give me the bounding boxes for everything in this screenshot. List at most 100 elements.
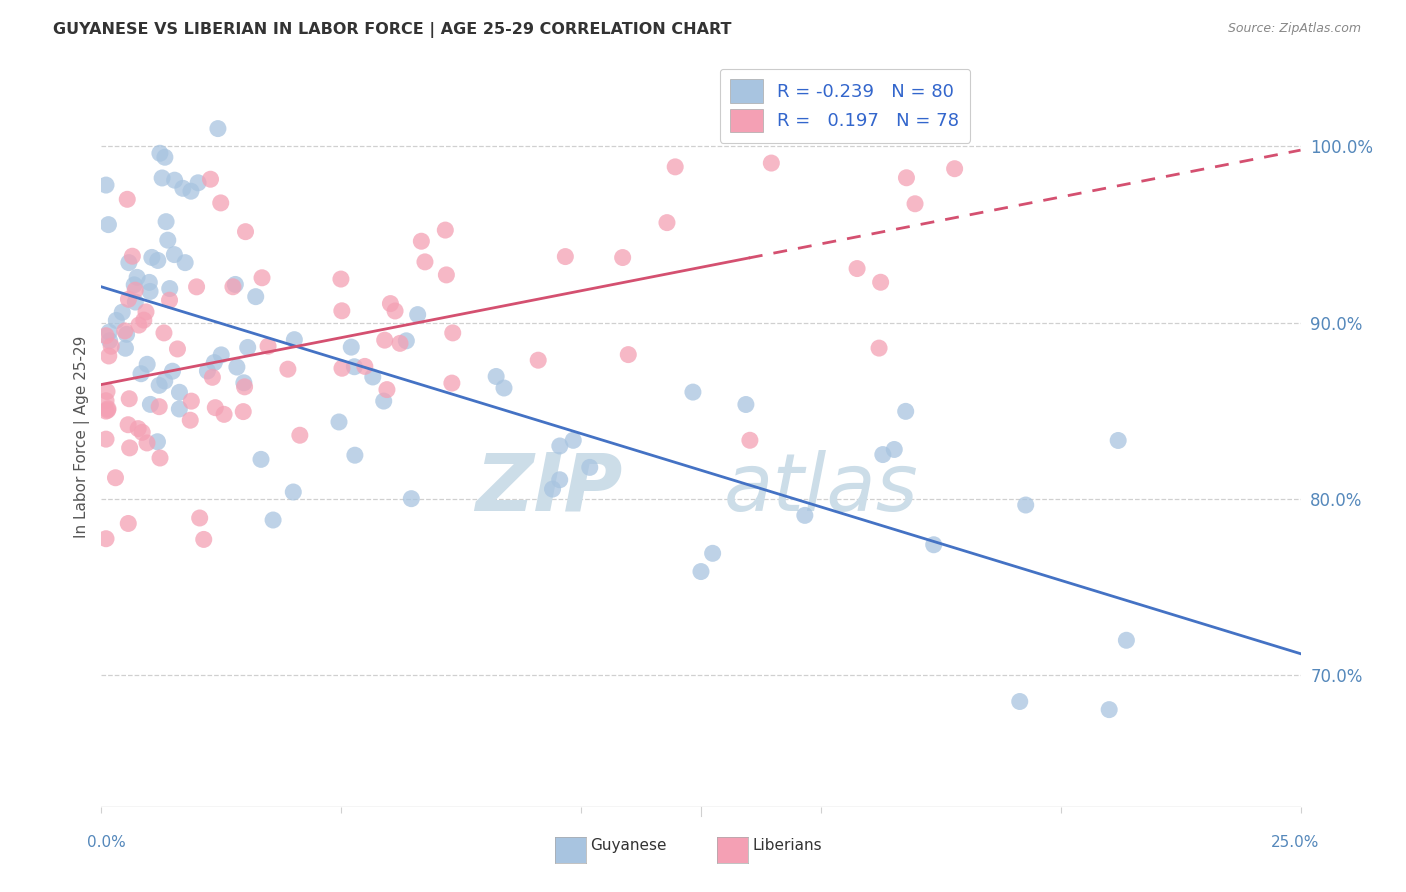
Point [163,173,186,187]
Point [136,357,159,371]
Point [250,452,273,467]
Point [288,428,311,442]
Point [1107,434,1129,448]
Point [1008,694,1031,708]
Point [193,533,215,547]
Point [735,397,758,411]
Point [401,491,423,506]
Point [868,341,890,355]
Point [149,146,172,161]
Text: Liberians: Liberians [752,838,823,853]
Point [169,401,191,416]
Point [793,508,815,523]
Point [541,482,564,496]
Point [156,233,179,247]
Point [115,327,138,342]
Point [1098,703,1121,717]
Point [166,342,188,356]
Point [262,513,284,527]
Text: 25.0%: 25.0% [1271,836,1319,850]
Point [197,364,219,378]
Point [159,281,181,295]
Point [117,192,139,206]
Point [209,195,232,210]
Point [236,341,259,355]
Point [329,272,352,286]
Point [343,448,366,462]
Text: Guyanese: Guyanese [591,838,666,853]
Point [129,367,152,381]
Point [131,425,153,440]
Point [127,422,149,436]
Point [135,305,157,319]
Point [548,439,571,453]
Point [117,516,139,531]
Point [98,334,121,348]
Point [232,376,254,390]
Point [492,381,515,395]
Point [118,441,141,455]
Point [148,400,170,414]
Point [527,353,550,368]
Point [97,403,120,417]
Point [204,401,226,415]
Point [682,385,704,400]
Point [233,380,256,394]
Point [664,160,686,174]
Point [361,370,384,384]
Point [846,261,869,276]
Point [702,546,724,560]
Point [904,196,927,211]
Point [97,218,120,232]
Point [179,413,201,427]
Point [440,376,463,390]
Point [148,378,170,392]
Point [94,328,117,343]
Point [896,170,918,185]
Point [124,283,146,297]
Point [117,417,139,432]
Point [554,250,576,264]
Legend: R = -0.239   N = 80, R =   0.197   N = 78: R = -0.239 N = 80, R = 0.197 N = 78 [720,69,970,143]
Point [97,349,120,363]
Point [353,359,375,374]
Point [187,176,209,190]
Point [277,362,299,376]
Text: 0.0%: 0.0% [87,836,127,850]
Point [111,305,134,319]
Point [172,181,194,195]
Point [207,121,229,136]
Point [174,255,197,269]
Point [485,369,508,384]
Point [169,385,191,400]
Point [340,340,363,354]
Text: ZIP: ZIP [475,450,623,528]
Point [375,383,398,397]
Point [434,268,457,282]
Point [578,460,600,475]
Point [373,394,395,409]
Point [388,336,411,351]
Point [894,404,917,418]
Point [1115,633,1137,648]
Point [136,436,159,450]
Point [180,184,202,198]
Point [153,374,176,388]
Point [138,276,160,290]
Text: Source: ZipAtlas.com: Source: ZipAtlas.com [1227,22,1361,36]
Point [163,247,186,261]
Point [1015,498,1038,512]
Point [232,404,254,418]
Point [97,401,120,416]
Point [94,532,117,546]
Point [139,285,162,299]
Point [118,255,141,269]
Point [146,434,169,449]
Point [222,279,245,293]
Text: atlas: atlas [724,450,918,528]
Point [212,408,235,422]
Point [94,178,117,192]
Point [441,326,464,340]
Point [617,348,640,362]
Point [124,295,146,310]
